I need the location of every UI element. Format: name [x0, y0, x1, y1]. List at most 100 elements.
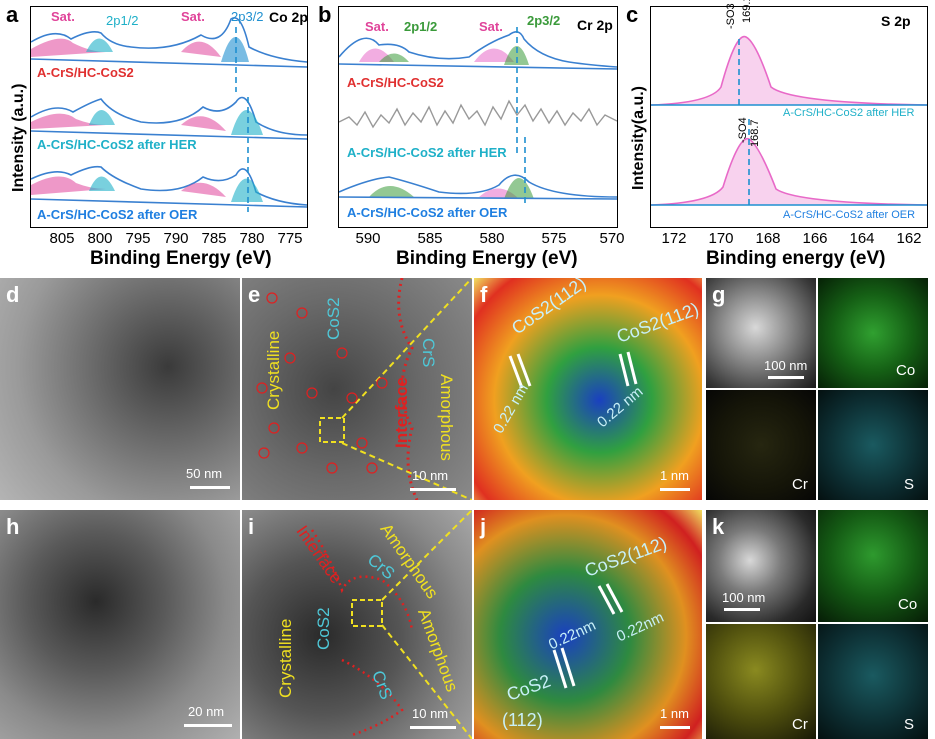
map-label-s-g: S — [904, 476, 915, 493]
label-sat-b2: Sat. — [479, 19, 503, 34]
eds-map-cr-g: Cr — [706, 390, 816, 500]
panel-letter-i: i — [248, 514, 255, 539]
eds-map-s-g: S — [818, 390, 928, 500]
scale-label-e: 10 nm — [412, 468, 449, 483]
x-axis-label-b: Binding Energy (eV) — [396, 248, 578, 269]
curve-label-a2: A-CrS/HC-CoS2 after HER — [37, 137, 197, 152]
tick: 575 — [541, 230, 567, 247]
tick: 162 — [896, 230, 922, 247]
tick: 168 — [755, 230, 781, 247]
peak2-species: -SO4 — [737, 117, 749, 143]
scale-bar-i — [410, 726, 456, 729]
x-axis-label-a: Binding Energy (eV) — [90, 248, 272, 269]
hrtem-image-e: e Crystalline CoS2 Interface Amorphous C… — [242, 278, 472, 500]
panel-letter-f: f — [480, 282, 488, 307]
panel-letter-c: c — [626, 2, 639, 27]
element-label-a: Co 2p — [269, 9, 308, 25]
fft-image-j: j CoS2(112) 0.22nm 0.22nm CoS2 (112) 1 n… — [474, 510, 702, 739]
map-label-co-g: Co — [896, 362, 916, 379]
hrtem-image-i: i Interface Amorphous CrS Crystalline Co… — [242, 510, 472, 739]
tick: 590 — [355, 230, 381, 247]
eds-map-cr-k: Cr — [706, 624, 816, 739]
crs-label-e: CrS — [419, 338, 438, 368]
interface-label-e: Interface — [392, 377, 411, 448]
amorphous-label-e: Amorphous — [437, 374, 456, 461]
tem-image-d: d 50 nm — [0, 278, 240, 500]
tick: 780 — [239, 230, 265, 247]
tick: 775 — [277, 230, 303, 247]
scale-label-j: 1 nm — [660, 706, 689, 721]
tick: 570 — [599, 230, 625, 247]
tick: 790 — [163, 230, 189, 247]
tick: 164 — [849, 230, 875, 247]
haadf-image-g: g 100 nm — [706, 278, 816, 388]
panel-letter-b: b — [318, 2, 332, 27]
curve-label-b3: A-CrS/HC-CoS2 after OER — [347, 205, 508, 220]
xps-plot-co2p: Sat. 2p1/2 Sat. 2p3/2 Co 2p A-CrS/HC-CoS… — [30, 6, 308, 228]
label-sat-a2: Sat. — [181, 9, 205, 24]
tick: 805 — [49, 230, 75, 247]
map-label-cr-g: Cr — [792, 476, 808, 493]
curve-label-b2: A-CrS/HC-CoS2 after HER — [347, 145, 507, 160]
map-label-s-k: S — [904, 716, 915, 733]
eds-map-co-k: Co — [818, 510, 928, 622]
xps-plot-cr2p: Sat. 2p1/2 Sat. 2p3/2 Cr 2p A-CrS/HC-CoS… — [338, 6, 618, 228]
tick: 585 — [417, 230, 443, 247]
y-axis-label-a: Intensity (a.u.) — [10, 83, 27, 192]
y-axis-label-c: Intensity(a.u.) — [630, 85, 647, 190]
scale-bar-j — [660, 726, 690, 729]
map-label-co-k: Co — [898, 596, 918, 613]
curve-label-c1: A-CrS/HC-CoS2 after HER — [783, 107, 915, 119]
panel-letter-a: a — [6, 2, 19, 27]
tick: 785 — [201, 230, 227, 247]
plane-label-j2b: (112) — [502, 710, 543, 730]
scale-label-d: 50 nm — [186, 466, 223, 481]
label-2p32-b: 2p3/2 — [527, 13, 561, 28]
crystalline-label-i: Crystalline — [276, 618, 295, 698]
tick: 170 — [708, 230, 734, 247]
tem-image-h: h 20 nm — [0, 510, 240, 739]
curve-label-a1: A-CrS/HC-CoS2 — [37, 65, 134, 80]
panel-letter-e: e — [248, 282, 261, 307]
tick: 800 — [87, 230, 113, 247]
panel-letter-h: h — [6, 514, 20, 539]
map-label-cr-k: Cr — [792, 716, 808, 733]
panel-letter-g: g — [712, 282, 726, 307]
scale-label-i: 10 nm — [412, 706, 449, 721]
label-2p32-a: 2p3/2 — [231, 9, 264, 24]
curve-label-c2: A-CrS/HC-CoS2 after OER — [783, 209, 916, 221]
peak1-value: 169.1 — [741, 0, 753, 23]
curve-label-a3: A-CrS/HC-CoS2 after OER — [37, 207, 198, 222]
label-2p12-a: 2p1/2 — [106, 13, 139, 28]
scale-label-f: 1 nm — [660, 468, 689, 483]
eds-map-co-g: Co — [818, 278, 928, 388]
tick: 580 — [479, 230, 505, 247]
fft-image-f: f CoS2(112) CoS2(112) 0.22 nm 0.22 nm 1 … — [474, 278, 702, 500]
element-label-c: S 2p — [881, 13, 911, 29]
cos2-label-e: CoS2 — [324, 297, 343, 340]
scale-label-k: 100 nm — [722, 590, 766, 605]
scale-bar-h — [184, 724, 232, 727]
scale-bar-g — [768, 376, 804, 379]
panel-letter-d: d — [6, 282, 20, 307]
scale-bar-f — [660, 488, 690, 491]
element-label-b: Cr 2p — [577, 17, 613, 33]
haadf-image-k: k 100 nm — [706, 510, 816, 622]
peak2-value: 168.7 — [749, 119, 761, 147]
panel-letter-j: j — [480, 514, 487, 539]
cos2-label-i: CoS2 — [314, 607, 333, 650]
tick: 166 — [802, 230, 828, 247]
scale-bar-d — [190, 486, 230, 489]
scale-label-g: 100 nm — [764, 358, 808, 373]
curve-label-b1: A-CrS/HC-CoS2 — [347, 75, 444, 90]
scale-bar-k — [724, 608, 760, 611]
tick: 795 — [125, 230, 151, 247]
label-sat-b1: Sat. — [365, 19, 389, 34]
label-2p12-b: 2p1/2 — [404, 19, 438, 34]
eds-map-s-k: S — [818, 624, 928, 739]
peak1-species: -SO3 — [725, 3, 737, 29]
x-axis-label-c: Binding energy (eV) — [706, 248, 886, 269]
scale-bar-e — [410, 488, 456, 491]
scale-label-h: 20 nm — [188, 704, 225, 719]
crystalline-label-e: Crystalline — [264, 330, 283, 410]
